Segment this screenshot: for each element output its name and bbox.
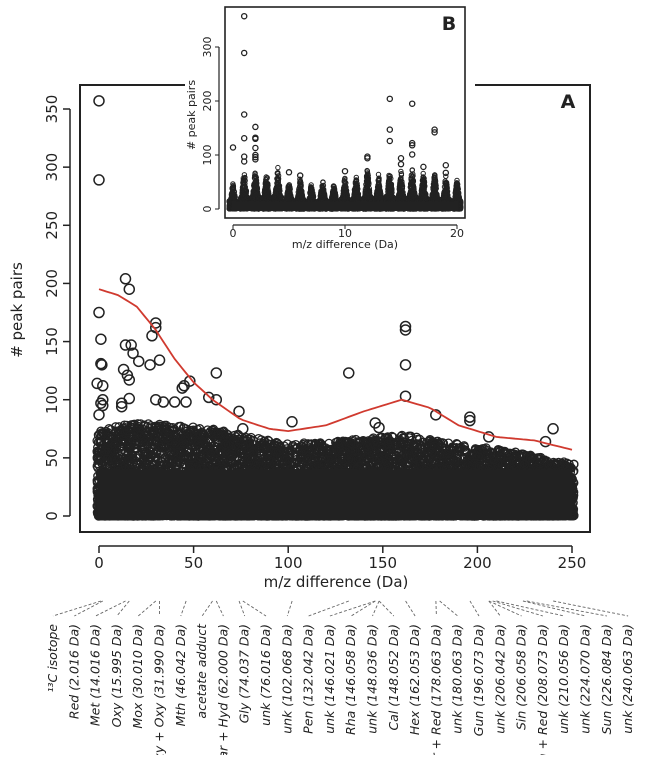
panel-a-points xyxy=(91,95,579,521)
